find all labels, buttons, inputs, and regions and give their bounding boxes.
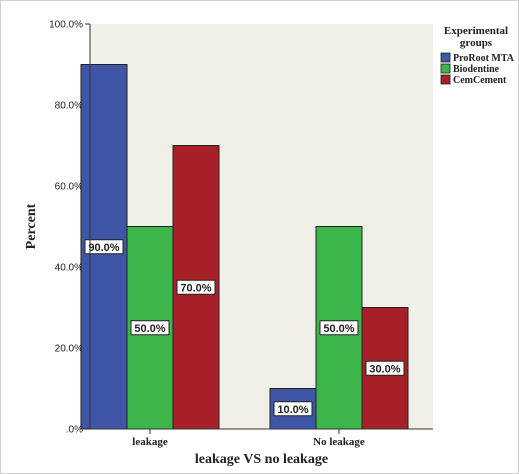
legend-label: Biodentine — [453, 64, 500, 75]
data-label-box — [176, 279, 216, 295]
y-tick-label: .0% — [66, 425, 83, 436]
legend-title-line-1: Experimental — [444, 25, 508, 37]
data-label: 90.0% — [88, 242, 119, 254]
y-tick-label: 60.0% — [55, 182, 83, 193]
data-label-box — [130, 320, 170, 336]
legend-swatch — [440, 52, 451, 63]
data-label: 70.0% — [180, 282, 211, 294]
y-axis-title: Percent — [24, 203, 39, 249]
data-labels: 90.0% 50.0% 70.0% 10.0% 50.0% 30.0% — [84, 239, 405, 417]
data-label: 30.0% — [369, 363, 400, 375]
y-tick-label: 80.0% — [55, 101, 83, 112]
legend-swatch — [440, 63, 451, 74]
legend-label: ProRoot MTA — [453, 53, 515, 64]
x-axis-title: leakage VS no leakage — [195, 452, 328, 467]
data-label: 50.0% — [323, 323, 354, 335]
x-tick-label: leakage — [132, 436, 168, 448]
data-label-box — [273, 401, 313, 417]
legend-title-line-2: groups — [460, 37, 493, 49]
legend-swatch — [440, 74, 451, 85]
y-tick-label: 20.0% — [55, 344, 83, 355]
x-axis-ticks: leakage No leakage — [132, 429, 365, 448]
y-tick-label: 40.0% — [55, 263, 83, 274]
legend-label: CemCement — [453, 75, 507, 86]
data-label-box — [84, 239, 124, 255]
data-label-box — [319, 320, 359, 336]
data-label: 50.0% — [134, 323, 165, 335]
legend: Experimental groups ProRoot MTABiodentin… — [440, 25, 515, 86]
y-tick-label: 100.0% — [49, 20, 83, 31]
data-label: 10.0% — [277, 404, 308, 416]
x-tick-label: No leakage — [313, 436, 365, 448]
data-label-box — [365, 360, 405, 376]
